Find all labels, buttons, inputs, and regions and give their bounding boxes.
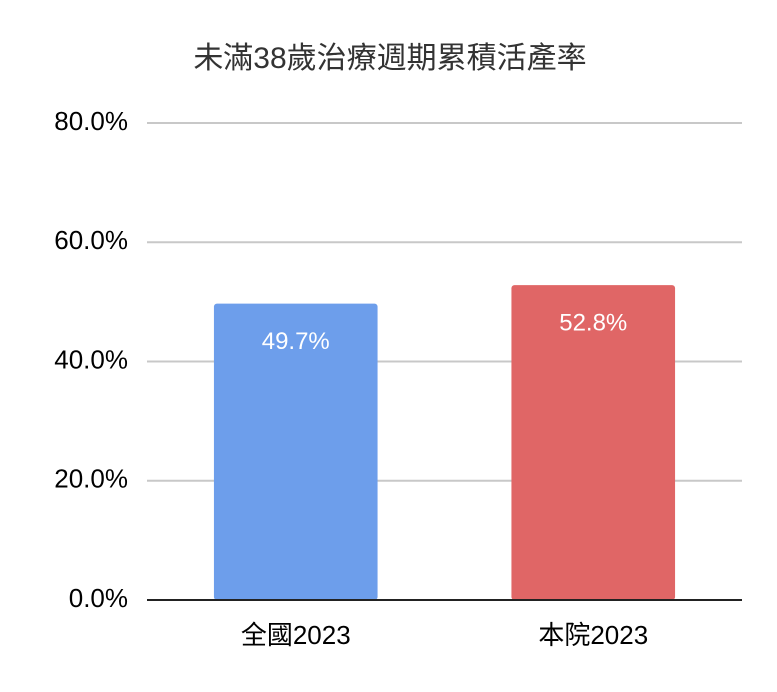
y-tick-label: 0.0% <box>69 583 128 613</box>
value-label: 49.7% <box>262 328 330 355</box>
x-tick-label: 本院2023 <box>538 620 648 650</box>
y-tick-label: 80.0% <box>54 106 128 136</box>
y-tick-label: 40.0% <box>54 344 128 374</box>
bar <box>213 303 378 600</box>
bar <box>511 285 676 600</box>
y-tick-label: 60.0% <box>54 225 128 255</box>
value-label: 52.8% <box>559 310 627 337</box>
x-tick-label: 全國2023 <box>241 620 351 650</box>
y-tick-label: 20.0% <box>54 464 128 494</box>
chart-title: 未滿38歲治療週期累積活產率 <box>193 42 586 75</box>
